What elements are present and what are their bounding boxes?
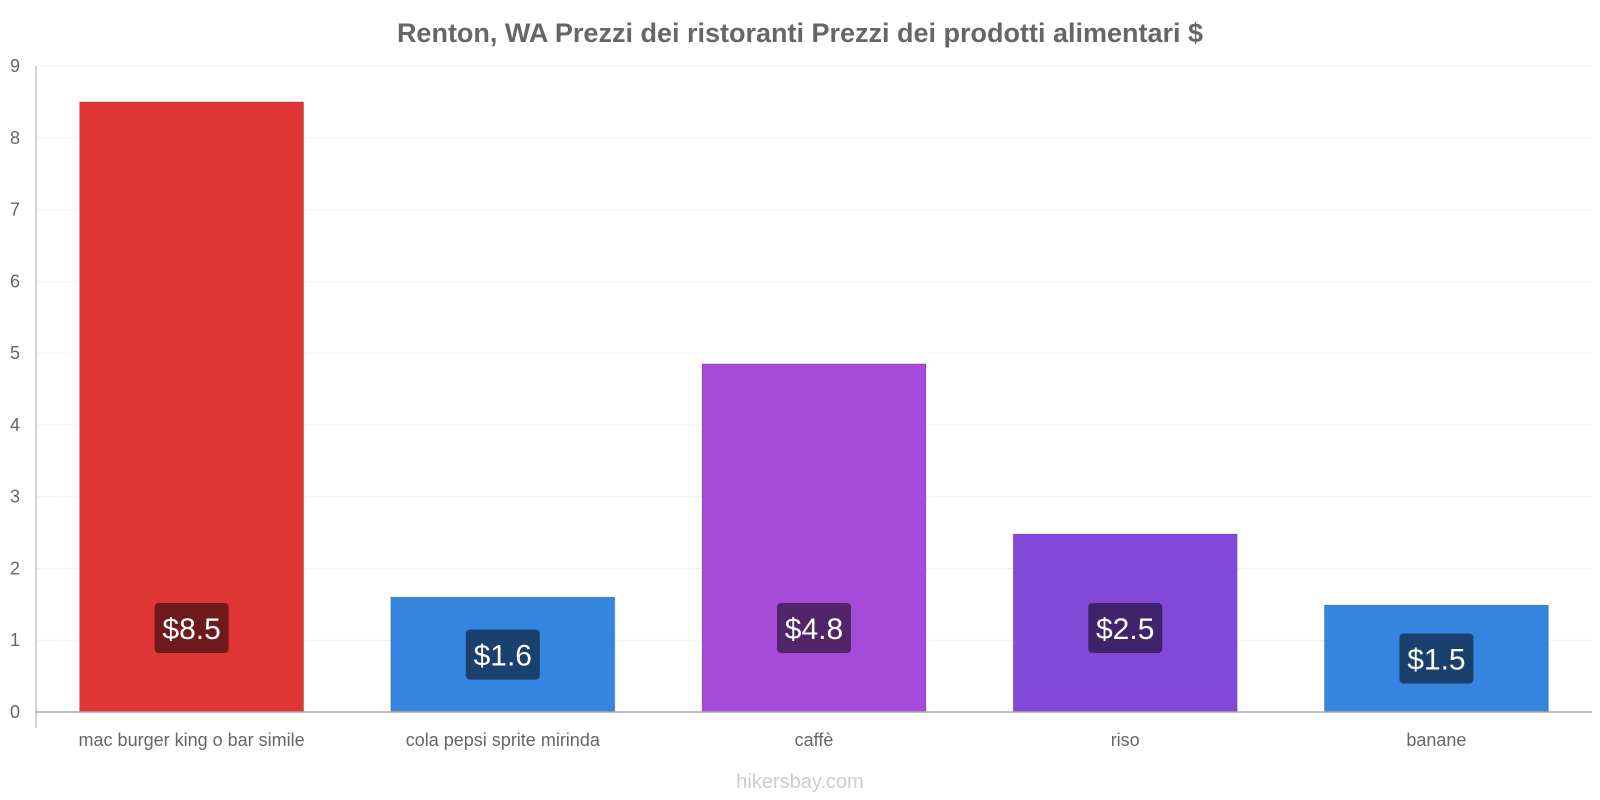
data-label: $1.5: [1407, 644, 1465, 677]
x-axis: mac burger king o bar simile cola pepsi s…: [36, 711, 1592, 750]
x-tick-label: banane: [1406, 730, 1466, 750]
y-tick-label: 3: [10, 487, 20, 507]
x-tick-label: cola pepsi sprite mirinda: [406, 730, 601, 750]
data-label: $4.8: [785, 613, 843, 646]
y-tick-label: 0: [10, 702, 20, 722]
data-label-box: [777, 603, 851, 653]
data-label-box: [465, 629, 540, 680]
y-tick-label: 8: [10, 128, 20, 148]
data-label: $1.6: [474, 640, 532, 673]
data-labels: $8.5 $1.6 $4.8 $2.5 $1.5: [154, 603, 1474, 684]
y-tick-label: 9: [10, 56, 20, 76]
bar: [701, 363, 927, 713]
data-label-box: [1399, 633, 1474, 684]
x-tick-label: caffè: [795, 730, 834, 750]
y-tick-label: 6: [10, 271, 20, 291]
data-label: $8.5: [162, 613, 220, 646]
y-tick-label: 7: [10, 200, 20, 220]
chart-title: Renton, WA Prezzi dei ristoranti Prezzi …: [397, 18, 1203, 48]
x-tick-label: mac burger king o bar simile: [79, 730, 305, 750]
y-tick-label: 5: [10, 343, 20, 363]
data-label: $2.5: [1096, 613, 1154, 646]
data-label-box: [1088, 603, 1163, 653]
credit-text: hikersbay.com: [736, 771, 863, 793]
y-tick-label: 1: [10, 630, 20, 650]
y-tick-label: 4: [10, 415, 20, 435]
x-tick-label: riso: [1111, 730, 1140, 750]
data-label-box: [154, 603, 229, 653]
y-axis: 0 1 2 3 4 5 6 7 8 9: [10, 56, 37, 728]
y-tick-label: 2: [10, 558, 20, 578]
